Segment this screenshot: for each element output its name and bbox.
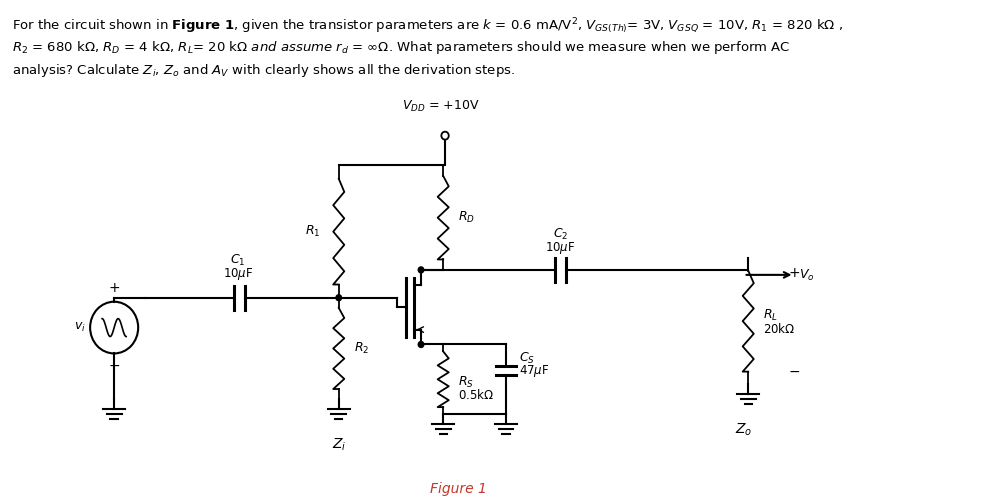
Text: 10$\mu$F: 10$\mu$F	[223, 266, 254, 282]
Text: +: +	[789, 266, 801, 280]
Text: $C_2$: $C_2$	[553, 227, 568, 242]
Text: Figure 1: Figure 1	[430, 482, 488, 496]
Text: $R_S$: $R_S$	[458, 375, 474, 390]
Text: −: −	[789, 365, 801, 379]
Text: $Z_o$: $Z_o$	[735, 422, 752, 439]
Text: $Z_i$: $Z_i$	[332, 437, 346, 453]
Text: −: −	[108, 359, 120, 372]
Text: $C_S$: $C_S$	[519, 351, 535, 366]
Text: $R_2$ = 680 k$\Omega$, $R_D$ = 4 k$\Omega$, $R_L$= 20 k$\Omega$ $\it{and\ assume: $R_2$ = 680 k$\Omega$, $R_D$ = 4 k$\Omeg…	[13, 39, 791, 56]
Text: $R_D$: $R_D$	[458, 210, 475, 225]
Text: $C_1$: $C_1$	[230, 253, 246, 268]
Text: 10$\mu$F: 10$\mu$F	[545, 240, 576, 256]
Text: $R_2$: $R_2$	[354, 341, 369, 356]
Circle shape	[418, 342, 424, 348]
Text: 20k$\Omega$: 20k$\Omega$	[763, 322, 796, 336]
Text: analysis? Calculate $Z_i$, $Z_o$ and $A_V$ with clearly shows all the derivation: analysis? Calculate $Z_i$, $Z_o$ and $A_…	[13, 62, 515, 79]
Text: $V_o$: $V_o$	[799, 268, 815, 283]
Text: 0.5k$\Omega$: 0.5k$\Omega$	[458, 388, 495, 402]
Text: +: +	[108, 281, 120, 295]
Text: 47$\mu$F: 47$\mu$F	[519, 363, 549, 379]
Circle shape	[418, 267, 424, 273]
Text: $V_{DD}$ = +10V: $V_{DD}$ = +10V	[401, 99, 480, 114]
Circle shape	[336, 295, 342, 301]
Text: $R_1$: $R_1$	[305, 224, 320, 239]
Text: $R_L$: $R_L$	[763, 308, 778, 323]
Text: For the circuit shown in $\mathbf{Figure\ 1}$, given the transistor parameters a: For the circuit shown in $\mathbf{Figure…	[13, 16, 843, 36]
Text: $v_i$: $v_i$	[73, 321, 85, 334]
